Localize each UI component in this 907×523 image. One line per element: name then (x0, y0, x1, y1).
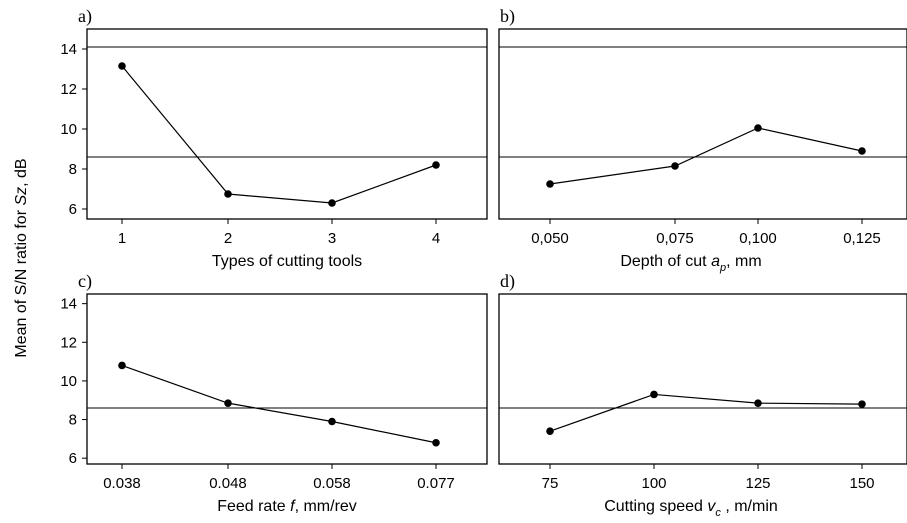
x-tick-label-b-2: 0,075 (656, 230, 694, 247)
x-axis-label-b: Depth of cut ap, mm (620, 253, 761, 274)
y-tick-label-c-12: 12 (60, 334, 77, 351)
panel-frame-a (86, 28, 488, 220)
panel-frame-c (86, 293, 488, 465)
y-tick-label-c-10: 10 (60, 373, 77, 390)
x-axis-label-a: Types of cutting tools (212, 253, 362, 270)
y-tick-label-a-12: 12 (60, 81, 77, 98)
panel-tag-c: c) (78, 271, 92, 292)
y-axis-title: Mean of S/N ratio for Sz, dB (13, 158, 30, 357)
data-point-d-3 (754, 399, 762, 407)
series-line-a (121, 65, 437, 204)
y-tick-label-a-8: 8 (69, 161, 77, 178)
x-tick-label-b-4: 0,125 (843, 230, 881, 247)
y-tick-label-a-14: 14 (60, 41, 77, 58)
x-axis-label-c: Feed rate f, mm/rev (217, 498, 357, 515)
panel-frame-b (498, 28, 907, 220)
x-tick-label-a-4: 4 (432, 230, 440, 247)
x-tick-label-b-1: 0,050 (531, 230, 569, 247)
data-point-a-1 (118, 62, 126, 70)
x-tick-label-c-4: 0.077 (417, 475, 455, 492)
data-point-c-3 (328, 417, 336, 426)
x-axis-label-d: Cutting speed vc , m/min (604, 498, 778, 519)
data-point-a-4 (432, 161, 440, 169)
y-tick-label-c-6: 6 (69, 450, 77, 467)
data-point-a-2 (224, 190, 232, 198)
data-point-b-2 (671, 162, 679, 170)
y-tick-label-a-6: 6 (69, 201, 77, 218)
data-point-c-4 (432, 438, 440, 447)
x-tick-label-a-2: 2 (224, 230, 232, 247)
data-point-c-2 (224, 399, 232, 407)
x-tick-label-d-3: 125 (745, 475, 770, 492)
x-tick-label-c-3: 0.058 (313, 475, 351, 492)
data-point-d-1 (546, 427, 554, 435)
x-tick-label-b-3: 0,100 (739, 230, 777, 247)
data-point-b-4 (858, 147, 866, 155)
x-tick-label-d-4: 150 (849, 475, 874, 492)
x-tick-label-c-1: 0.038 (103, 475, 141, 492)
x-tick-label-d-2: 100 (641, 475, 666, 492)
data-point-d-4 (858, 400, 866, 408)
data-point-b-3 (754, 124, 762, 132)
data-point-c-1 (118, 361, 126, 370)
x-tick-label-a-1: 1 (118, 230, 126, 247)
series-line-b (549, 127, 863, 185)
series-line-c (121, 364, 437, 444)
x-tick-label-d-1: 75 (542, 475, 559, 492)
y-tick-label-c-14: 14 (60, 296, 77, 313)
data-point-d-2 (650, 390, 658, 399)
x-tick-label-a-3: 3 (328, 230, 336, 247)
panel-frame-d (498, 293, 907, 465)
y-tick-label-c-8: 8 (69, 412, 77, 429)
data-point-b-1 (546, 180, 554, 188)
data-point-a-3 (328, 199, 336, 207)
y-tick-label-a-10: 10 (60, 121, 77, 138)
x-tick-label-c-2: 0.048 (209, 475, 247, 492)
panel-tag-a: a) (78, 6, 92, 27)
panel-tag-d: d) (500, 271, 515, 292)
panel-tag-b: b) (500, 6, 515, 27)
series-line-d (549, 393, 863, 432)
